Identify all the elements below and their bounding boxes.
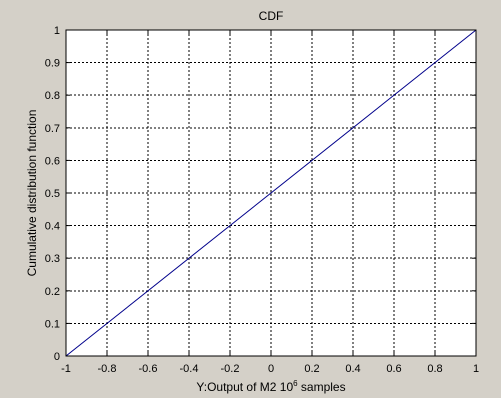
x-tick-label: 0	[268, 363, 274, 375]
x-tick-label: 1	[473, 363, 479, 375]
cdf-line	[65, 29, 477, 357]
x-tick-label: 0.4	[345, 363, 360, 375]
y-tick-label: 0.4	[45, 221, 60, 233]
y-tick-label: 0.5	[45, 188, 60, 200]
x-tick-label: 0.6	[386, 363, 401, 375]
y-tick-label: 0.3	[45, 253, 60, 265]
y-tick-label: 0.6	[45, 155, 60, 167]
chart-title: CDF	[259, 9, 284, 23]
x-tick-label: -0.4	[180, 363, 199, 375]
y-axis-label: Cumulative distribution function	[25, 110, 39, 277]
y-tick-label: 0.7	[45, 123, 60, 135]
x-axis-label-exponent: 6	[293, 379, 298, 388]
y-tick-label: 0.9	[45, 58, 60, 70]
x-axis-label: Y:Output of M2 106 samples	[196, 379, 345, 394]
y-tick-label: 0.2	[45, 286, 60, 298]
x-tick-label: 0.8	[427, 363, 442, 375]
y-tick-labels: 0 0.1 0.2 0.3 0.4 0.5 0.6 0.7 0.8 0.9 1	[45, 25, 60, 363]
y-tick-label: 0	[54, 351, 60, 363]
y-tick-label: 1	[54, 25, 60, 37]
x-tick-labels: -1 -0.8 -0.6 -0.4 -0.2 0 0.2 0.4 0.6 0.8 1	[61, 363, 479, 375]
data-series	[65, 29, 477, 357]
axes-frame	[65, 29, 477, 357]
x-tick-label: -0.8	[98, 363, 117, 375]
x-tick-label: 0.2	[304, 363, 319, 375]
y-tick-label: 0.8	[45, 90, 60, 102]
x-tick-label: -1	[61, 363, 71, 375]
x-tick-label: -0.2	[221, 363, 240, 375]
y-tick-label: 0.1	[45, 318, 60, 330]
x-tick-label: -0.6	[139, 363, 158, 375]
grid-lines	[66, 30, 476, 356]
